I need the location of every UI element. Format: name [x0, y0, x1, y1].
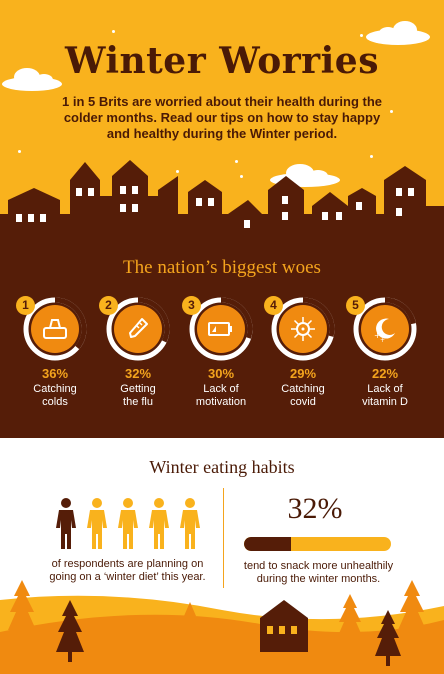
woe-number-badge: 3: [182, 296, 201, 315]
tree-icon: [8, 580, 36, 630]
house-windows: [267, 626, 297, 634]
ring-progress: [23, 297, 87, 361]
ring-progress: [353, 297, 417, 361]
snack-progress-bar: [244, 537, 391, 551]
star-icon: [240, 175, 243, 178]
header-section: [0, 0, 444, 232]
woe-item: 4 29% Catching covid: [263, 296, 343, 409]
woe-label-line: Lack of: [203, 383, 239, 395]
woe-label: Lack of motivation: [181, 383, 261, 409]
woe-number-badge: 5: [346, 296, 365, 315]
woe-item: 1 36% Catching colds: [15, 296, 95, 409]
woe-label-line: vitamin D: [362, 396, 408, 408]
people-figures: [56, 498, 200, 549]
person-icon: [56, 498, 76, 549]
star-icon: [235, 160, 238, 163]
woe-percent: 30%: [207, 366, 235, 381]
star-icon: [370, 155, 373, 158]
woe-ring: + + 5: [346, 296, 418, 362]
svg-text:+: +: [380, 337, 385, 343]
virus-icon: [291, 317, 315, 341]
woe-label-line: colds: [42, 396, 68, 408]
cloud-icon: [270, 164, 340, 187]
woes-title: The nation’s biggest woes: [123, 257, 321, 278]
woe-label-line: covid: [290, 396, 316, 408]
star-icon: [112, 30, 115, 33]
diet-text-line: going on a ‘winter diet’ this year.: [49, 571, 206, 583]
woe-label-line: the flu: [123, 396, 153, 408]
person-icon: [87, 498, 107, 549]
snack-description: tend to snack more unhealthily during the…: [236, 560, 401, 586]
snack-percent: 32%: [287, 492, 343, 525]
woe-item: 2 32% Getting the flu: [98, 296, 178, 409]
woe-item: 3 30% Lack of motivation: [181, 296, 261, 409]
woe-label-line: motivation: [195, 396, 247, 408]
woe-label: Catching covid: [263, 383, 343, 409]
woe-percent: 36%: [41, 366, 69, 381]
house-windows: [16, 186, 414, 228]
habits-title: Winter eating habits: [149, 457, 295, 477]
woe-number-badge: 2: [99, 296, 118, 315]
svg-text:+: +: [374, 331, 381, 340]
snack-text-line: during the winter months.: [256, 573, 381, 585]
woe-ring: 2: [99, 296, 171, 362]
woe-number-badge: 4: [264, 296, 283, 315]
woe-ring-graphic: [189, 297, 253, 361]
cloud-icon: [2, 68, 62, 91]
woe-ring: 4: [264, 296, 336, 362]
woe-ring: 1: [16, 296, 88, 362]
star-icon: [18, 150, 21, 153]
moon-stars-icon: + +: [374, 318, 395, 343]
page-subtitle: 1 in 5 Brits are worried about their hea…: [62, 94, 382, 141]
person-icon: [118, 498, 138, 549]
hills-scene: [0, 580, 444, 674]
tree-icon: [180, 602, 200, 644]
woe-label-line: Getting: [120, 383, 156, 395]
tree-icon: [56, 600, 84, 662]
ring-progress: [271, 297, 335, 361]
diet-description: of respondents are planning on going on a…: [40, 558, 215, 584]
tissue-box-icon: [43, 319, 67, 339]
star-icon: [360, 34, 363, 37]
town-silhouette: [0, 160, 444, 232]
woe-label: Lack of vitamin D: [345, 383, 425, 409]
tree-icon: [337, 594, 363, 638]
snack-text-line: tend to snack more unhealthily: [243, 560, 394, 572]
page-title: Winter Worries: [65, 40, 379, 82]
woe-label-line: Catching: [281, 383, 325, 395]
woe-label: Getting the flu: [98, 383, 178, 409]
low-battery-icon: [208, 322, 232, 336]
woe-ring-graphic: [353, 297, 417, 361]
ring-progress: [189, 297, 253, 361]
woe-percent: 22%: [371, 366, 399, 381]
ring-progress: [106, 297, 170, 361]
woe-item: + + 5 22% Lack of vitamin D: [345, 296, 425, 409]
woe-label-line: Catching: [33, 383, 77, 395]
woe-label: Catching colds: [15, 383, 95, 409]
diet-text-line: of respondents are planning on: [51, 558, 204, 570]
woe-ring: 3: [182, 296, 254, 362]
hill: [0, 614, 444, 674]
woe-percent: 32%: [124, 366, 152, 381]
person-icon: [180, 498, 200, 549]
tree-icon: [375, 610, 401, 666]
woe-number-badge: 1: [16, 296, 35, 315]
header-scene: [0, 21, 444, 232]
thermometer-icon: [129, 318, 148, 338]
woe-label-line: Lack of: [367, 383, 403, 395]
snack-progress-fill: [244, 537, 292, 551]
person-icon: [149, 498, 169, 549]
star-icon: [176, 170, 179, 173]
cloud-icon: [366, 21, 430, 45]
tree-icon: [398, 580, 426, 630]
woe-ring-graphic: [106, 297, 170, 361]
woe-percent: 29%: [289, 366, 317, 381]
section-divider: [223, 488, 224, 588]
star-icon: [390, 110, 393, 113]
